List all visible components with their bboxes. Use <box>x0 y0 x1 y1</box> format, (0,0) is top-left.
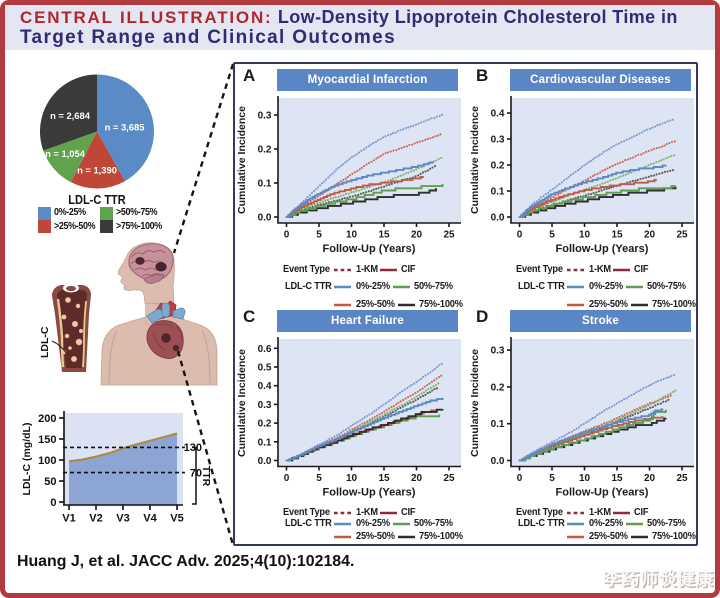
svg-text:Cumulative Incidence: Cumulative Incidence <box>236 348 248 456</box>
svg-text:15: 15 <box>378 230 390 241</box>
svg-text:0: 0 <box>284 473 290 484</box>
svg-text:0.1: 0.1 <box>258 179 272 190</box>
svg-text:25: 25 <box>676 230 688 241</box>
svg-text:50: 50 <box>44 476 56 488</box>
svg-text:0.3: 0.3 <box>491 345 505 356</box>
svg-text:TTR: TTR <box>200 466 212 487</box>
svg-text:10: 10 <box>346 230 358 241</box>
svg-text:0: 0 <box>50 497 56 509</box>
svg-text:20: 20 <box>644 473 656 484</box>
svg-text:100: 100 <box>38 455 56 467</box>
svg-text:0.4: 0.4 <box>258 381 272 392</box>
svg-text:10: 10 <box>346 473 358 484</box>
svg-text:V3: V3 <box>116 513 129 525</box>
svg-text:10: 10 <box>579 473 591 484</box>
svg-text:0.5: 0.5 <box>258 362 272 373</box>
svg-text:5: 5 <box>549 230 555 241</box>
svg-text:0.0: 0.0 <box>491 456 505 467</box>
svg-text:n = 3,685: n = 3,685 <box>105 122 145 133</box>
svg-text:Cumulative Incidence: Cumulative Incidence <box>469 348 481 456</box>
svg-text:Follow-Up (Years): Follow-Up (Years) <box>556 486 649 498</box>
svg-text:LDL-C (mg/dL): LDL-C (mg/dL) <box>21 423 33 496</box>
svg-text:V1: V1 <box>62 513 75 525</box>
svg-text:0.3: 0.3 <box>491 135 505 146</box>
svg-text:130: 130 <box>184 442 202 454</box>
svg-text:Follow-Up (Years): Follow-Up (Years) <box>323 243 416 255</box>
svg-text:0: 0 <box>517 473 523 484</box>
svg-text:200: 200 <box>38 413 56 425</box>
svg-text:5: 5 <box>549 473 555 484</box>
svg-text:n = 2,684: n = 2,684 <box>50 110 91 121</box>
svg-text:15: 15 <box>378 473 390 484</box>
svg-text:5: 5 <box>316 230 322 241</box>
svg-text:Follow-Up (Years): Follow-Up (Years) <box>556 243 649 255</box>
svg-text:5: 5 <box>316 473 322 484</box>
svg-text:15: 15 <box>611 230 623 241</box>
svg-text:0.3: 0.3 <box>258 111 272 122</box>
svg-text:0.1: 0.1 <box>491 187 505 198</box>
svg-text:0.2: 0.2 <box>491 382 505 393</box>
svg-text:150: 150 <box>38 434 56 446</box>
svg-text:25: 25 <box>443 473 455 484</box>
svg-text:0.0: 0.0 <box>258 213 272 224</box>
svg-text:0.2: 0.2 <box>258 145 272 156</box>
svg-text:25: 25 <box>443 230 455 241</box>
svg-text:0.3: 0.3 <box>258 399 272 410</box>
svg-text:20: 20 <box>411 230 423 241</box>
svg-text:n = 1,054: n = 1,054 <box>45 148 86 159</box>
svg-text:20: 20 <box>644 230 656 241</box>
svg-text:Cumulative Incidence: Cumulative Incidence <box>236 106 248 214</box>
svg-text:Cumulative Incidence: Cumulative Incidence <box>469 106 481 214</box>
svg-text:0.0: 0.0 <box>258 456 272 467</box>
svg-text:V4: V4 <box>143 513 157 525</box>
svg-text:LDL-C: LDL-C <box>39 326 51 358</box>
svg-text:0.4: 0.4 <box>491 109 505 120</box>
svg-text:0: 0 <box>517 230 523 241</box>
svg-text:25: 25 <box>676 473 688 484</box>
svg-text:0: 0 <box>284 230 290 241</box>
svg-text:0.2: 0.2 <box>491 161 505 172</box>
svg-text:Follow-Up (Years): Follow-Up (Years) <box>323 486 416 498</box>
svg-text:0.0: 0.0 <box>491 213 505 224</box>
svg-text:0.6: 0.6 <box>258 343 272 354</box>
svg-text:0.1: 0.1 <box>491 419 505 430</box>
svg-text:15: 15 <box>611 473 623 484</box>
svg-text:V2: V2 <box>89 513 102 525</box>
svg-text:V5: V5 <box>170 513 183 525</box>
svg-text:0.2: 0.2 <box>258 418 272 429</box>
svg-text:0.1: 0.1 <box>258 437 272 448</box>
svg-text:20: 20 <box>411 473 423 484</box>
svg-text:10: 10 <box>579 230 591 241</box>
svg-text:n = 1,390: n = 1,390 <box>77 165 117 176</box>
